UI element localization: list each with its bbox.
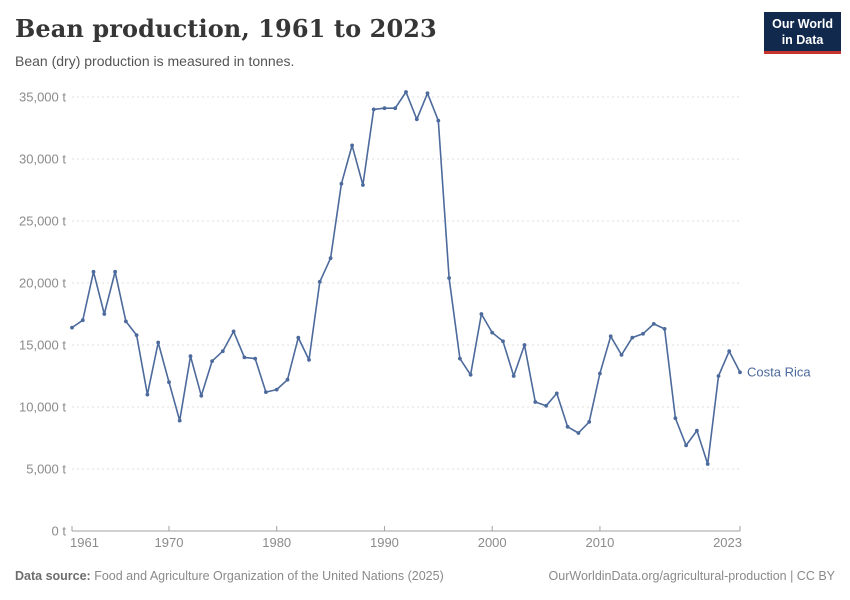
data-point[interactable] bbox=[231, 329, 236, 334]
y-tick-label: 35,000 t bbox=[19, 90, 66, 105]
y-tick-label: 30,000 t bbox=[19, 152, 66, 167]
data-point[interactable] bbox=[436, 118, 441, 123]
owid-logo[interactable]: Our World in Data bbox=[764, 12, 841, 55]
data-point[interactable] bbox=[210, 359, 215, 363]
data-point[interactable] bbox=[393, 106, 398, 111]
data-source-label: Data source: bbox=[15, 569, 91, 583]
data-point[interactable] bbox=[307, 358, 311, 362]
data-point[interactable] bbox=[490, 330, 495, 335]
data-point[interactable] bbox=[565, 424, 570, 429]
data-point[interactable] bbox=[134, 333, 139, 337]
x-tick-label: 1990 bbox=[370, 535, 399, 550]
data-point[interactable] bbox=[102, 312, 107, 316]
data-point[interactable] bbox=[113, 269, 117, 274]
data-point[interactable] bbox=[641, 331, 645, 336]
y-tick-label: 0 t bbox=[52, 524, 67, 539]
data-point[interactable] bbox=[317, 279, 322, 284]
data-point[interactable] bbox=[177, 418, 182, 423]
data-point[interactable] bbox=[91, 269, 96, 274]
data-point[interactable] bbox=[404, 90, 408, 94]
data-point[interactable] bbox=[716, 374, 721, 378]
data-point[interactable] bbox=[619, 353, 624, 357]
data-source-text: Food and Agriculture Organization of the… bbox=[94, 569, 444, 583]
data-point[interactable] bbox=[274, 387, 279, 392]
data-point[interactable] bbox=[156, 340, 161, 345]
y-tick-label: 5,000 t bbox=[26, 462, 66, 477]
data-point[interactable] bbox=[630, 335, 635, 340]
data-point[interactable] bbox=[350, 143, 354, 148]
logo-line-1: Our World bbox=[772, 17, 833, 31]
data-point[interactable] bbox=[608, 334, 613, 339]
y-tick-label: 20,000 t bbox=[19, 276, 66, 291]
x-tick-label: 2023 bbox=[713, 535, 742, 550]
data-point[interactable] bbox=[328, 256, 333, 261]
data-point[interactable] bbox=[447, 276, 451, 280]
data-point[interactable] bbox=[167, 380, 171, 385]
data-point[interactable] bbox=[242, 355, 247, 360]
data-point[interactable] bbox=[501, 339, 505, 344]
data-point[interactable] bbox=[458, 356, 462, 361]
data-point[interactable] bbox=[479, 312, 484, 316]
data-point[interactable] bbox=[662, 327, 667, 331]
x-tick-label: 2000 bbox=[478, 535, 507, 550]
data-point[interactable] bbox=[371, 107, 376, 112]
data-point[interactable] bbox=[124, 319, 128, 324]
data-point[interactable] bbox=[296, 335, 301, 340]
page-subtitle: Bean (dry) production is measured in ton… bbox=[15, 53, 295, 69]
data-point[interactable] bbox=[414, 117, 419, 122]
data-point[interactable] bbox=[522, 343, 527, 347]
series-end-label: Costa Rica bbox=[747, 364, 811, 379]
x-tick-label: 1980 bbox=[262, 535, 291, 550]
data-point[interactable] bbox=[533, 400, 538, 404]
data-point[interactable] bbox=[727, 349, 732, 354]
chart-svg: 0 t 5,000 t 10,000 t 15,000 t 20,000 t 25,000… bbox=[19, 90, 811, 551]
data-point[interactable] bbox=[695, 428, 699, 433]
data-point[interactable] bbox=[554, 391, 559, 396]
x-tick-label: 2010 bbox=[585, 535, 614, 550]
data-point[interactable] bbox=[188, 354, 193, 359]
data-point[interactable] bbox=[145, 392, 150, 397]
x-tick-label: 1961 bbox=[70, 535, 99, 550]
data-point[interactable] bbox=[684, 443, 688, 448]
data-point[interactable] bbox=[544, 403, 548, 408]
data-point[interactable] bbox=[339, 181, 344, 186]
data-point[interactable] bbox=[199, 393, 204, 398]
x-tick-label: 1970 bbox=[155, 535, 184, 550]
page-title: Bean production, 1961 to 2023 bbox=[15, 14, 437, 43]
data-point[interactable] bbox=[264, 390, 268, 394]
logo-line-2: in Data bbox=[781, 32, 824, 47]
data-line[interactable] bbox=[71, 91, 741, 465]
data-point[interactable] bbox=[285, 377, 290, 382]
data-point[interactable] bbox=[738, 370, 742, 375]
data-point[interactable] bbox=[425, 91, 430, 96]
credit-link[interactable]: OurWorldinData.org/agricultural-producti… bbox=[548, 569, 835, 583]
data-point[interactable] bbox=[673, 416, 678, 421]
data-source: Data source: Food and Agriculture Organi… bbox=[15, 569, 444, 583]
data-point[interactable] bbox=[511, 374, 516, 378]
data-point[interactable] bbox=[651, 322, 656, 326]
data-point[interactable] bbox=[598, 371, 602, 376]
data-point[interactable] bbox=[70, 325, 74, 330]
y-tick-label: 25,000 t bbox=[19, 214, 66, 229]
y-tick-label: 15,000 t bbox=[19, 338, 66, 353]
data-point[interactable] bbox=[382, 106, 387, 111]
y-tick-label: 10,000 t bbox=[19, 400, 66, 415]
data-point[interactable] bbox=[361, 183, 365, 187]
data-point[interactable] bbox=[80, 318, 85, 323]
data-point[interactable] bbox=[705, 462, 710, 466]
data-point[interactable] bbox=[468, 372, 473, 377]
data-point[interactable] bbox=[576, 431, 581, 435]
data-point[interactable] bbox=[220, 349, 225, 354]
data-point[interactable] bbox=[587, 420, 592, 424]
footer: Data source: Food and Agriculture Organi… bbox=[15, 569, 835, 583]
data-point[interactable] bbox=[253, 356, 258, 361]
